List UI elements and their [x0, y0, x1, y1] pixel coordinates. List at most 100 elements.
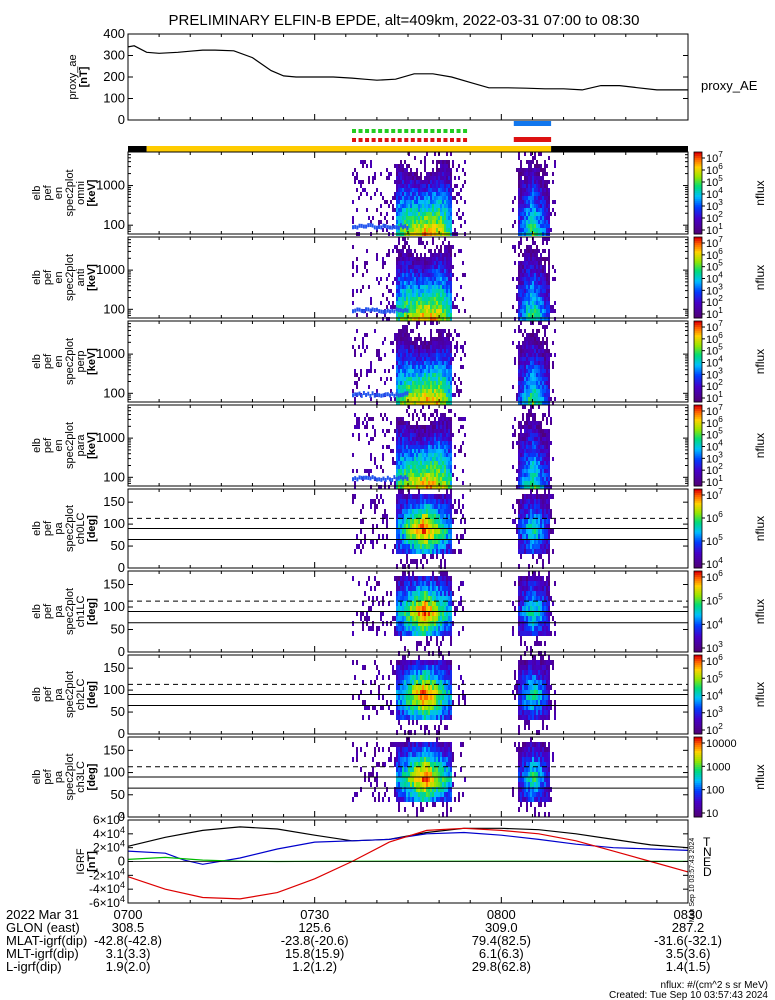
- spectrogram-cell: [398, 208, 400, 212]
- spectrogram-cell: [456, 345, 458, 349]
- spectrogram-cell: [450, 524, 452, 529]
- spectrogram-cell: [358, 377, 360, 381]
- spectrogram-cell: [546, 433, 548, 437]
- spectrogram-cell: [440, 477, 442, 481]
- spectrogram-cell: [434, 365, 436, 369]
- colorbar-step: [694, 419, 702, 422]
- spectrogram-cell: [360, 184, 362, 188]
- spectrogram-cell: [538, 317, 540, 321]
- spectrogram-cell: [516, 529, 518, 534]
- spectrogram-cell: [402, 429, 404, 433]
- spectrogram-cell: [542, 481, 544, 485]
- spectrogram-cell: [416, 529, 418, 534]
- spectrogram-cell: [416, 269, 418, 273]
- spectrogram-cell: [364, 534, 366, 539]
- spectrogram-cell: [450, 369, 452, 373]
- spectrogram-cell: [534, 333, 536, 337]
- spectrogram-cell: [524, 305, 526, 309]
- spectrogram-cell: [440, 529, 442, 534]
- spectrogram-cell: [458, 539, 460, 544]
- colorbar-step: [694, 299, 702, 303]
- spectrogram-cell: [408, 445, 410, 449]
- spectrogram-cell: [416, 499, 418, 504]
- spectrogram-cell: [366, 269, 368, 273]
- spectrogram-cell: [430, 293, 432, 297]
- y-axis-label: [keV]: [86, 179, 98, 206]
- spectrogram-cell: [520, 485, 522, 489]
- spectrogram-cell: [520, 433, 522, 437]
- spectrogram-cell: [520, 397, 522, 401]
- spectrogram-cell: [544, 224, 546, 228]
- spectrogram-cell: [460, 345, 462, 349]
- spectrogram-cell: [530, 297, 532, 301]
- spectrogram-cell: [404, 204, 406, 208]
- spectrogram-cell: [416, 393, 418, 397]
- spectrogram-cell: [442, 196, 444, 200]
- spectrogram-cell: [422, 200, 424, 204]
- spectrogram-cell: [446, 192, 448, 196]
- spectrogram-cell: [448, 285, 450, 289]
- spectrogram-cell: [426, 519, 428, 524]
- spectrogram-cell: [420, 188, 422, 192]
- spectrogram-cell: [352, 433, 354, 437]
- spectrogram-cell: [534, 172, 536, 176]
- spectrogram-cell: [442, 425, 444, 429]
- spectrogram-cell: [406, 409, 408, 413]
- spectrogram-cell: [518, 481, 520, 485]
- spectrogram-cell: [526, 168, 528, 172]
- colorbar-step: [694, 385, 702, 389]
- spectrogram-cell: [400, 559, 402, 564]
- colorbar-step: [694, 409, 702, 412]
- spectrogram-cell: [414, 277, 416, 281]
- colorbar-step: [694, 255, 702, 258]
- spectrogram-cell: [404, 325, 406, 329]
- spectrogram-cell: [524, 261, 526, 265]
- spectrogram-cell: [412, 389, 414, 393]
- spectrogram-cell: [398, 539, 400, 544]
- spectrogram-cell: [402, 168, 404, 172]
- spectrogram-cell: [406, 437, 408, 441]
- colorbar-step: [694, 323, 702, 326]
- spectrogram-cell: [518, 373, 520, 377]
- spectrogram-cell: [540, 473, 542, 477]
- spectrogram-cell: [538, 485, 540, 489]
- spectrogram-cell: [438, 509, 440, 514]
- spectrogram-cell: [518, 192, 520, 196]
- spectrogram-cell: [530, 465, 532, 469]
- low-energy-cell: [356, 225, 359, 230]
- spectrogram-cell: [436, 397, 438, 401]
- spectrogram-cell: [534, 529, 536, 534]
- spectrogram-cell: [528, 449, 530, 453]
- spectrogram-cell: [536, 504, 538, 509]
- spectrogram-cell: [532, 349, 534, 353]
- colorbar-step: [694, 445, 702, 449]
- spectrogram-cell: [416, 433, 418, 437]
- spectrogram-cell: [532, 241, 534, 245]
- spectrogram-cell: [442, 337, 444, 341]
- spectrogram-cell: [412, 188, 414, 192]
- spectrogram-cell: [414, 273, 416, 277]
- spectrogram-cell: [438, 504, 440, 509]
- spectrogram-cell: [414, 365, 416, 369]
- spectrogram-cell: [412, 449, 414, 453]
- spectrogram-cell: [546, 257, 548, 261]
- spectrogram-cell: [364, 349, 366, 353]
- spectrogram-cell: [424, 289, 426, 293]
- spectrogram-cell: [412, 519, 414, 524]
- spectrogram-cell: [414, 544, 416, 549]
- spectrogram-cell: [430, 554, 432, 559]
- spectrogram-cell: [422, 285, 424, 289]
- colorbar-label: nflux: [753, 433, 767, 458]
- spectrogram-cell: [424, 281, 426, 285]
- spectrogram-cell: [448, 477, 450, 481]
- spectrogram-cell: [366, 313, 368, 317]
- spectrogram-cell: [450, 293, 452, 297]
- spectrogram-cell: [444, 529, 446, 534]
- spectrogram-cell: [398, 425, 400, 429]
- spectrogram-cell: [414, 499, 416, 504]
- spectrogram-cell: [434, 494, 436, 499]
- spectrogram-cell: [532, 469, 534, 473]
- spectrogram-cell: [410, 465, 412, 469]
- spectrogram-cell: [520, 176, 522, 180]
- colorbar-step: [694, 465, 702, 469]
